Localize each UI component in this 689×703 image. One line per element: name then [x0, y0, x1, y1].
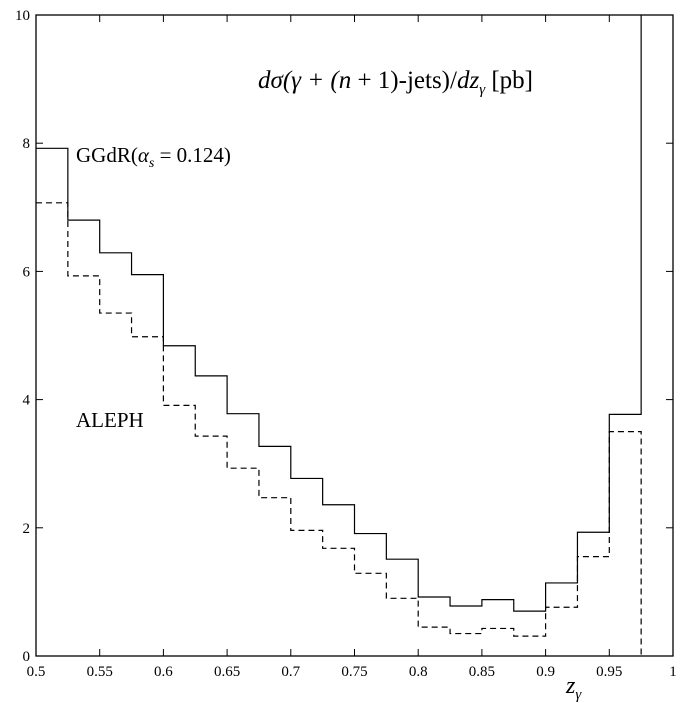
x-tick-label: 0.9	[536, 664, 555, 680]
x-tick-label: 0.5	[27, 664, 46, 680]
x-tick-label: 0.6	[154, 664, 173, 680]
chart-title: dσ(γ + (n + 1)-jets)/dzγ [pb]	[258, 67, 533, 98]
x-tick-label: 1	[669, 664, 677, 680]
y-tick-label: 6	[23, 264, 31, 280]
x-tick-label: 0.55	[87, 664, 113, 680]
series-aleph	[36, 202, 642, 656]
x-tick-label: 0.75	[341, 664, 367, 680]
y-tick-label: 2	[23, 521, 31, 537]
x-tick-label: 0.8	[409, 664, 428, 680]
x-tick-label: 0.65	[214, 664, 240, 680]
solid-series-label: GGdR(αs = 0.124)	[76, 143, 231, 171]
series-ggdr	[36, 15, 642, 612]
x-axis-label: zγ	[565, 673, 582, 703]
x-tick-label: 0.7	[281, 664, 300, 680]
y-tick-label: 0	[23, 649, 31, 665]
x-tick-label: 0.85	[469, 664, 495, 680]
dashed-series-label: ALEPH	[76, 408, 144, 432]
ggdr-step-line	[36, 15, 642, 612]
series-layer	[36, 15, 642, 656]
y-tick-label: 8	[23, 136, 31, 152]
ticks	[35, 14, 674, 657]
y-tick-label: 4	[23, 393, 31, 409]
aleph-step-line	[36, 202, 642, 656]
x-tick-label: 0.95	[596, 664, 622, 680]
y-tick-label: 10	[15, 8, 30, 24]
tick-labels: 0.5 0.55 0.6 0.65 0.7 0.75 0.8 0.85 0.9 0.95 10246…	[15, 8, 677, 680]
